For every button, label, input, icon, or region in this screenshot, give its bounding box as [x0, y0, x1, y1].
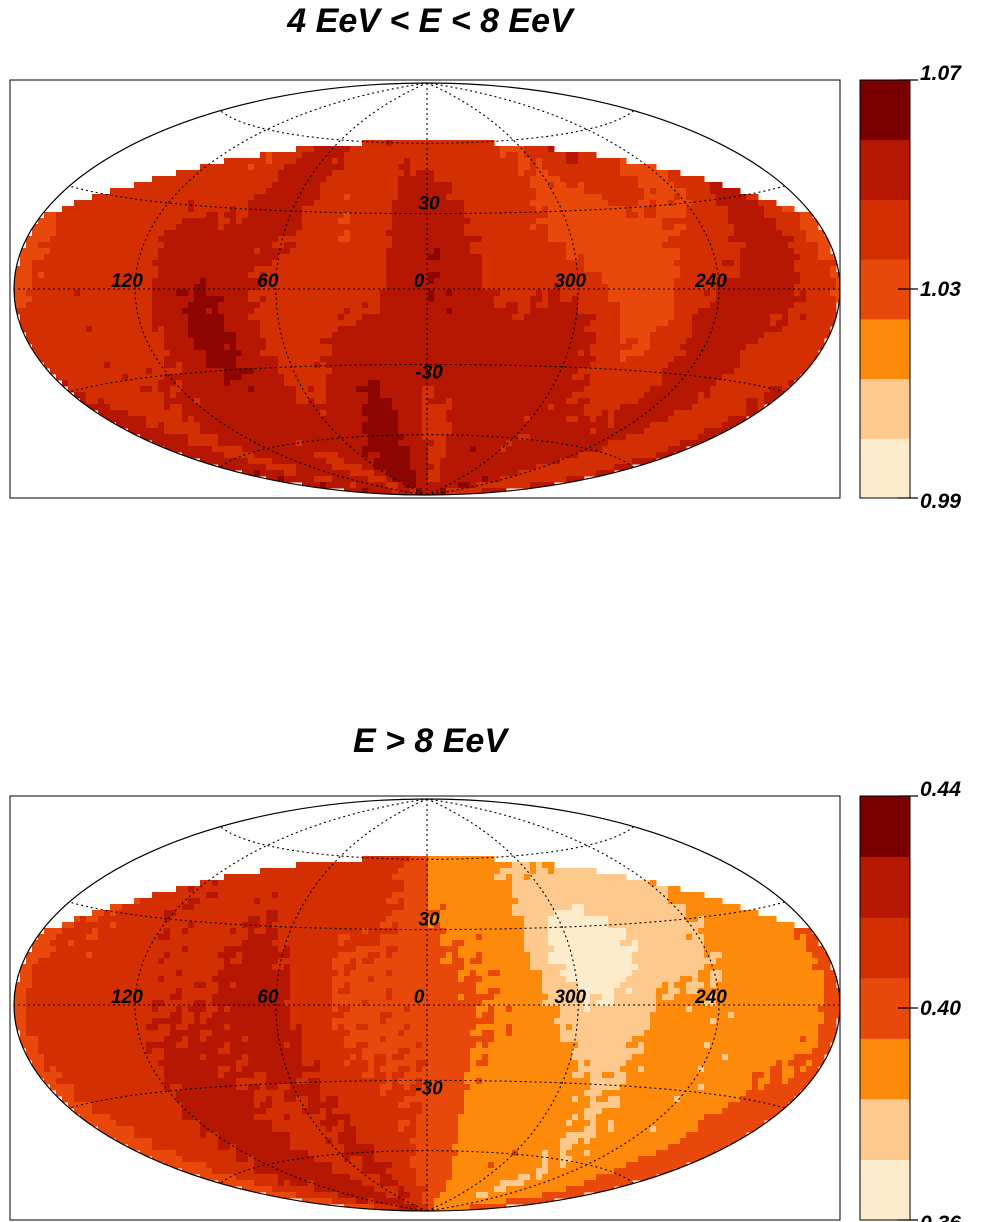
colorbar-tick-label: 1.07	[920, 62, 962, 85]
colorbar-bin	[860, 80, 910, 140]
longitude-tick-label: 60	[257, 987, 279, 1008]
colorbar-tick-label: 0.99	[920, 490, 961, 513]
longitude-tick-label: 120	[111, 271, 143, 292]
colorbar-bin	[860, 796, 910, 857]
longitude-tick-label: 300	[554, 271, 586, 292]
latitude-tick-label: 30	[418, 910, 440, 931]
colorbar-bin	[860, 318, 910, 380]
longitude-tick-label: 0	[414, 987, 425, 1008]
colorbar-tick-label: 0.36	[920, 1212, 961, 1222]
skymap-panel-low-energy: 4 EeV < E < 8 EeV 120 60 0 300 240 30 -30 1.07 1…	[0, 0, 981, 560]
chart-title: E > 8 EeV	[352, 722, 508, 760]
colorbar-bin	[860, 1038, 910, 1100]
skymap-chart: 120 60 0 300 240 30 -30 0.44 0.40 0.36	[9, 778, 961, 1222]
latitude-tick-label: -30	[415, 1078, 443, 1099]
colorbar-bin	[860, 438, 910, 499]
colorbar-bin	[860, 856, 910, 918]
colorbar-bin	[860, 199, 910, 260]
longitude-tick-label: 60	[257, 271, 279, 292]
sky-map-pixels	[14, 856, 840, 1211]
skymap-panel-high-energy: E > 8 EeV 120 60 0 300 240 30 -30 0.44 0.40 0.36	[0, 700, 981, 1222]
graticule	[14, 799, 840, 1211]
longitude-tick-label: 300	[554, 987, 586, 1008]
longitude-tick-label: 0	[414, 271, 425, 292]
longitude-tick-label: 120	[111, 987, 143, 1008]
colorbar-tick-label: 0.44	[920, 778, 961, 801]
skymap-chart: 120 60 0 300 240 30 -30 1.07 1.03 0.99	[9, 62, 962, 513]
colorbar-tick-label: 1.03	[920, 278, 961, 301]
latitude-tick-label: 30	[418, 194, 440, 215]
colorbar-bin	[860, 1098, 910, 1160]
colorbar-bin	[860, 139, 910, 200]
latitude-tick-label: -30	[415, 362, 443, 383]
longitude-tick-label: 240	[694, 987, 727, 1008]
longitude-tick-label: 240	[694, 271, 727, 292]
colorbar-tick-label: 0.40	[920, 997, 961, 1020]
colorbar-bin	[860, 1159, 910, 1221]
colorbar-bin	[860, 917, 910, 979]
graticule	[14, 83, 840, 495]
colorbar-bin	[860, 378, 910, 439]
chart-title: 4 EeV < E < 8 EeV	[287, 2, 573, 40]
sky-map-pixels	[14, 140, 840, 495]
